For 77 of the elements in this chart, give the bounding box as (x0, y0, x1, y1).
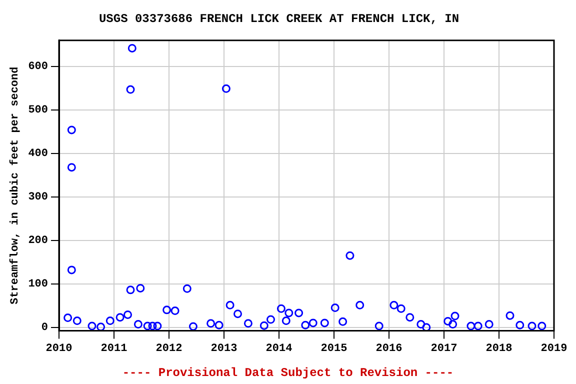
x-tick-label: 2013 (210, 343, 238, 356)
point (126, 286, 135, 294)
x-tick-label: 2017 (430, 343, 458, 356)
point (96, 322, 106, 331)
text: ---- Provisional Data Subject to Revision ---- (121, 366, 455, 380)
x-tick-label: 2016 (376, 343, 402, 356)
point (308, 318, 318, 328)
y-tick-label: 200 (28, 235, 48, 248)
point (206, 319, 216, 328)
point (301, 320, 310, 330)
x-tick-label: 2019 (540, 343, 568, 356)
point (484, 320, 494, 329)
point (444, 316, 452, 326)
y-tick-label: 400 (28, 148, 48, 160)
point (260, 321, 268, 330)
point (474, 322, 482, 330)
point (346, 251, 354, 260)
point (538, 322, 546, 330)
point (64, 314, 72, 322)
point (88, 322, 96, 330)
point (416, 320, 426, 329)
point (222, 84, 230, 93)
point (406, 313, 414, 322)
point (188, 322, 198, 331)
point (136, 284, 145, 292)
point (226, 300, 234, 310)
point (72, 316, 82, 326)
y-tick-label: 100 (28, 278, 48, 291)
y-tick-label: 0 (41, 322, 48, 334)
point (162, 306, 172, 314)
point (330, 304, 340, 312)
point (466, 322, 476, 330)
point (276, 304, 286, 313)
point (182, 284, 192, 293)
y-tick-label: 500 (28, 104, 48, 117)
point (450, 312, 460, 320)
point (143, 322, 152, 330)
x-tick-label: 2014 (266, 343, 293, 356)
point (422, 323, 431, 331)
y-axis-title: Streamflow, in cubic feet per second (8, 66, 22, 304)
point (528, 322, 536, 330)
point (67, 266, 76, 274)
point (356, 300, 364, 310)
point (266, 315, 275, 324)
point (148, 322, 157, 330)
x-tick-label: 2010 (46, 343, 72, 356)
point (153, 322, 162, 330)
point (124, 310, 132, 319)
y-tick-label: 600 (28, 61, 48, 74)
point (374, 322, 384, 330)
y-tick-label: 300 (28, 192, 48, 204)
point (116, 313, 124, 322)
point (516, 320, 524, 330)
point (338, 317, 348, 326)
point (320, 318, 329, 328)
point (244, 319, 252, 328)
point (294, 308, 304, 318)
point (214, 320, 224, 330)
point (170, 306, 180, 316)
chart-title: USGS 03373686 FRENCH LICK CREEK AT FRENCH LICK, IN (98, 12, 460, 26)
point (134, 320, 142, 329)
point (396, 304, 406, 313)
point (284, 308, 294, 318)
point (67, 163, 76, 172)
point (126, 85, 135, 94)
x-tick-label: 2018 (486, 343, 513, 356)
point (128, 44, 136, 52)
point (67, 126, 76, 134)
x-tick-label: 2011 (100, 343, 128, 356)
point (506, 311, 514, 320)
point (234, 310, 242, 318)
x-tick-label: 2015 (320, 343, 348, 356)
point (282, 316, 290, 326)
point (448, 320, 458, 329)
x-tick-label: 2012 (156, 343, 182, 356)
point (390, 300, 398, 310)
point (106, 316, 114, 326)
